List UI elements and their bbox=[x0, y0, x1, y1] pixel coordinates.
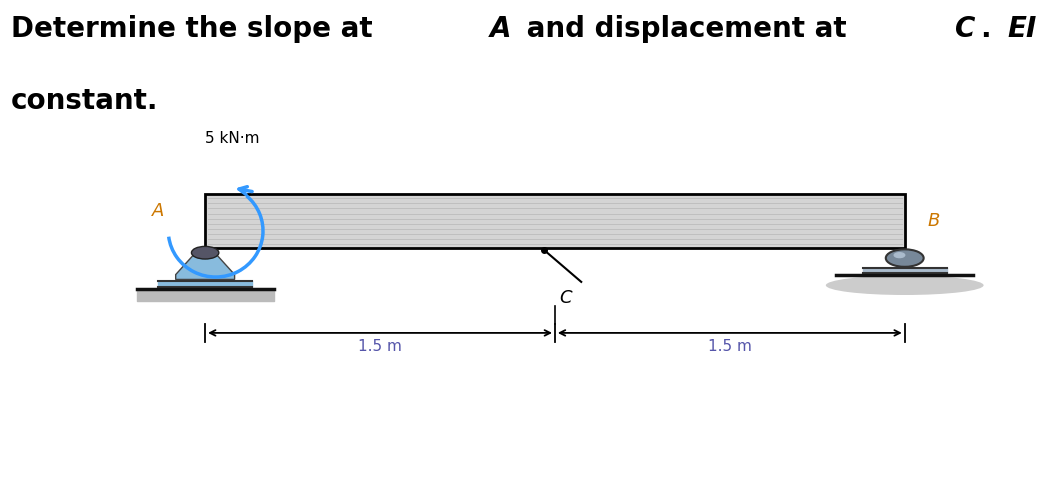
Ellipse shape bbox=[826, 276, 984, 295]
Polygon shape bbox=[176, 248, 235, 279]
Text: constant.: constant. bbox=[11, 87, 158, 116]
Text: 1.5 m: 1.5 m bbox=[708, 339, 752, 354]
Circle shape bbox=[886, 249, 924, 267]
Text: EI: EI bbox=[1008, 15, 1037, 43]
Text: 5 kN·m: 5 kN·m bbox=[205, 131, 260, 146]
Text: is: is bbox=[1046, 15, 1052, 43]
Text: C: C bbox=[559, 289, 572, 307]
Text: A: A bbox=[489, 15, 511, 43]
Text: Determine the slope at: Determine the slope at bbox=[11, 15, 382, 43]
Text: A: A bbox=[151, 202, 164, 221]
Text: B: B bbox=[928, 212, 940, 230]
FancyBboxPatch shape bbox=[205, 194, 905, 248]
Circle shape bbox=[191, 246, 219, 259]
Text: C: C bbox=[955, 15, 975, 43]
Text: 1.5 m: 1.5 m bbox=[358, 339, 402, 354]
Text: .: . bbox=[982, 15, 1002, 43]
Circle shape bbox=[894, 253, 905, 258]
Text: and displacement at: and displacement at bbox=[518, 15, 856, 43]
